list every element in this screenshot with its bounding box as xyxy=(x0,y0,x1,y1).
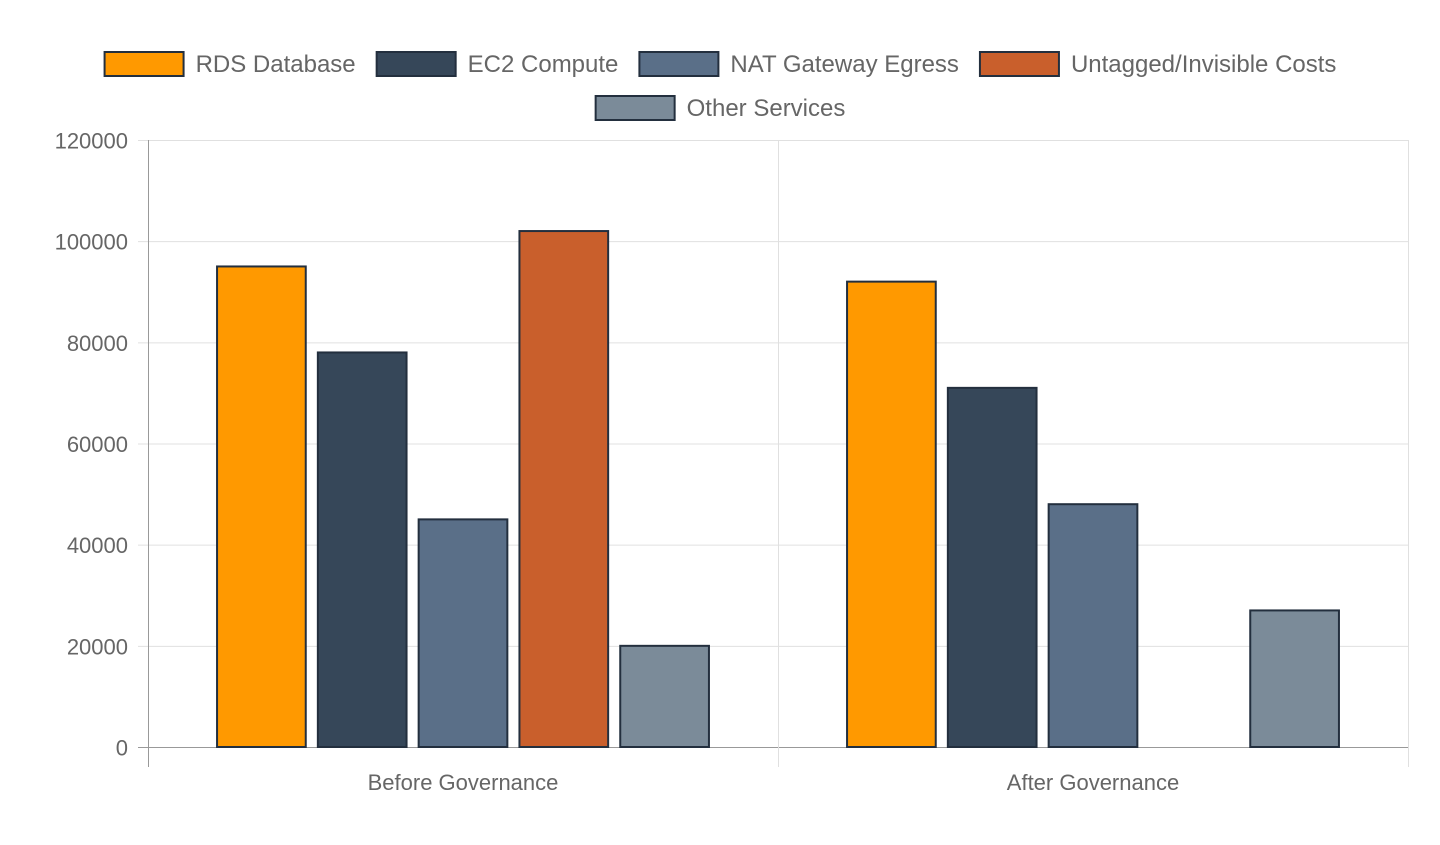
legend-label: Other Services xyxy=(687,95,846,122)
bar-ec2-compute xyxy=(316,351,408,748)
x-axis: Before Governance After Governance xyxy=(368,770,1180,795)
bar-nat-gateway-egress xyxy=(1047,503,1139,749)
y-axis: 0 20000 40000 60000 80000 100000 120000 xyxy=(55,129,128,761)
bar-other-services xyxy=(619,644,710,748)
legend-label: NAT Gateway Egress xyxy=(730,51,959,78)
bars xyxy=(216,230,1340,749)
y-tick-label: 80000 xyxy=(67,331,128,356)
y-tick-label: 40000 xyxy=(67,533,128,558)
bar-untagged-invisible-costs xyxy=(518,230,610,749)
legend-swatch xyxy=(375,51,457,77)
legend-swatch xyxy=(638,51,720,77)
legend-swatch xyxy=(103,51,185,77)
bar-other-services xyxy=(1249,609,1340,748)
bar-rds-database xyxy=(846,280,937,748)
bar-rds-database xyxy=(216,265,307,748)
x-tick-label: Before Governance xyxy=(368,770,559,795)
legend: RDS Database EC2 Compute NAT Gateway Egres… xyxy=(103,51,1336,122)
y-tick-label: 20000 xyxy=(67,634,128,659)
y-tick-label: 120000 xyxy=(55,129,128,154)
legend-label: RDS Database xyxy=(196,51,356,78)
bar-nat-gateway-egress xyxy=(417,518,509,748)
legend-label: EC2 Compute xyxy=(468,51,619,78)
legend-swatch xyxy=(978,51,1060,77)
y-tick-label: 60000 xyxy=(67,432,128,457)
y-tick-label: 100000 xyxy=(55,230,128,255)
legend-label: Untagged/Invisible Costs xyxy=(1071,51,1336,78)
x-tick-label: After Governance xyxy=(1007,770,1179,795)
bar-ec2-compute xyxy=(946,386,1038,748)
y-tick-label: 0 xyxy=(116,736,128,761)
legend-swatch xyxy=(594,95,676,121)
